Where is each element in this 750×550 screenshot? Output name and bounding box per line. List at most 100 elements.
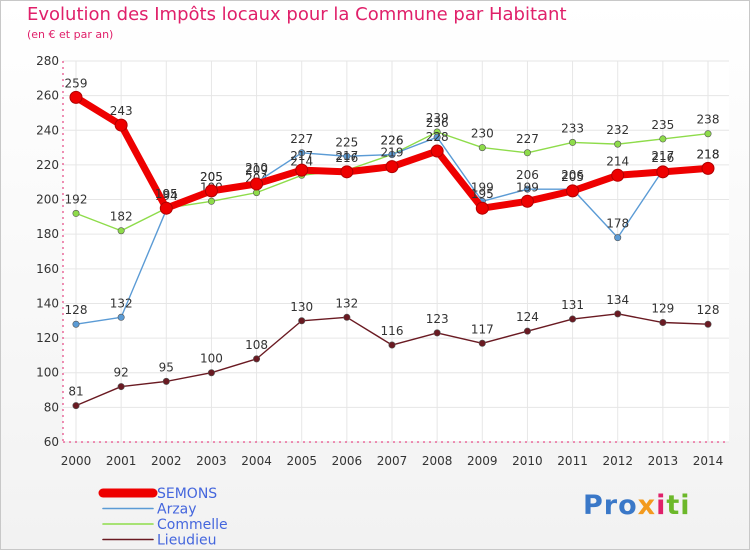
data-point <box>569 138 577 146</box>
data-label: 239 <box>426 111 449 125</box>
data-point <box>433 133 441 141</box>
y-tick-label: 260 <box>36 89 59 103</box>
data-point <box>72 320 80 328</box>
data-label: 132 <box>335 296 358 310</box>
data-point <box>340 165 354 179</box>
x-tick-label: 2006 <box>332 454 363 468</box>
data-point <box>659 135 667 143</box>
data-point <box>298 149 306 157</box>
data-point <box>388 341 396 349</box>
data-label: 128 <box>697 303 720 317</box>
data-label: 131 <box>561 298 584 312</box>
data-label: 216 <box>335 151 358 165</box>
data-label: 217 <box>651 149 674 163</box>
data-label: 192 <box>65 192 88 206</box>
data-point <box>159 201 173 215</box>
data-point <box>72 209 80 217</box>
data-label: 227 <box>516 132 539 146</box>
data-point <box>569 315 577 323</box>
data-point <box>523 149 531 157</box>
y-tick-label: 280 <box>36 54 59 68</box>
data-point <box>704 320 712 328</box>
x-tick-label: 2011 <box>557 454 588 468</box>
data-point <box>114 118 128 132</box>
legend-label-arzay: Arzay <box>157 502 197 518</box>
x-tick-label: 2001 <box>106 454 137 468</box>
data-point <box>204 184 218 198</box>
data-point <box>566 184 580 198</box>
data-label: 228 <box>426 130 449 144</box>
data-label: 232 <box>606 123 629 137</box>
data-point <box>520 194 534 208</box>
data-point <box>117 313 125 321</box>
data-label: 182 <box>110 210 133 224</box>
data-point <box>343 152 351 160</box>
data-label: 214 <box>606 154 629 168</box>
data-point <box>433 329 441 337</box>
x-tick-label: 2002 <box>151 454 182 468</box>
data-label: 214 <box>290 154 313 168</box>
data-point <box>388 151 396 159</box>
data-label: 235 <box>651 118 674 132</box>
y-tick-label: 180 <box>36 227 59 241</box>
chart-subtitle: (en € et par an) <box>27 28 114 41</box>
data-label: 95 <box>159 360 174 374</box>
data-label: 117 <box>471 322 494 336</box>
y-tick-label: 140 <box>36 296 59 310</box>
x-tick-label: 2010 <box>512 454 543 468</box>
data-label: 206 <box>561 168 584 182</box>
data-label: 259 <box>65 76 88 90</box>
data-point <box>523 327 531 335</box>
data-label: 100 <box>200 352 223 366</box>
data-label: 129 <box>651 302 674 316</box>
data-point <box>430 144 444 158</box>
x-tick-label: 2013 <box>648 454 679 468</box>
data-label: 226 <box>381 134 404 148</box>
y-tick-label: 240 <box>36 123 59 137</box>
data-point <box>478 339 486 347</box>
data-label: 116 <box>381 324 404 338</box>
data-label: 218 <box>697 147 720 161</box>
data-label: 205 <box>200 170 223 184</box>
plot-area <box>63 61 729 442</box>
data-label: 205 <box>561 170 584 184</box>
data-label: 243 <box>110 104 133 118</box>
data-label: 225 <box>335 135 358 149</box>
data-label: 210 <box>245 161 268 175</box>
data-label: 195 <box>471 187 494 201</box>
brand-logo: Proxiti <box>583 490 691 521</box>
data-label: 206 <box>516 168 539 182</box>
legend-label-lieudieu: Lieudieu <box>157 533 216 549</box>
data-label: 134 <box>606 293 629 307</box>
data-label: 108 <box>245 338 268 352</box>
y-tick-label: 220 <box>36 158 59 172</box>
chart-title: Evolution des Impôts locaux pour la Comm… <box>27 4 567 25</box>
x-tick-label: 2007 <box>377 454 408 468</box>
data-label: 226 <box>381 134 404 148</box>
data-point <box>614 310 622 318</box>
data-point <box>523 185 531 193</box>
data-label: 195 <box>155 187 178 201</box>
data-label: 128 <box>65 303 88 317</box>
y-tick-label: 60 <box>44 435 59 449</box>
y-tick-label: 80 <box>44 400 59 414</box>
data-label: 130 <box>290 300 313 314</box>
x-tick-label: 2008 <box>422 454 453 468</box>
x-tick-label: 2004 <box>241 454 272 468</box>
x-tick-label: 2000 <box>61 454 92 468</box>
data-label: 217 <box>290 149 313 163</box>
data-point <box>250 177 264 191</box>
data-label: 178 <box>606 217 629 231</box>
data-point <box>162 377 170 385</box>
data-point <box>117 383 125 391</box>
x-tick-label: 2003 <box>196 454 227 468</box>
data-point <box>659 319 667 327</box>
data-label: 199 <box>516 180 539 194</box>
legend-label-commelle: Commelle <box>157 517 228 533</box>
data-label: 233 <box>561 121 584 135</box>
data-point <box>614 234 622 242</box>
data-point <box>611 168 625 182</box>
y-tick-label: 200 <box>36 193 59 207</box>
data-label: 132 <box>110 296 133 310</box>
